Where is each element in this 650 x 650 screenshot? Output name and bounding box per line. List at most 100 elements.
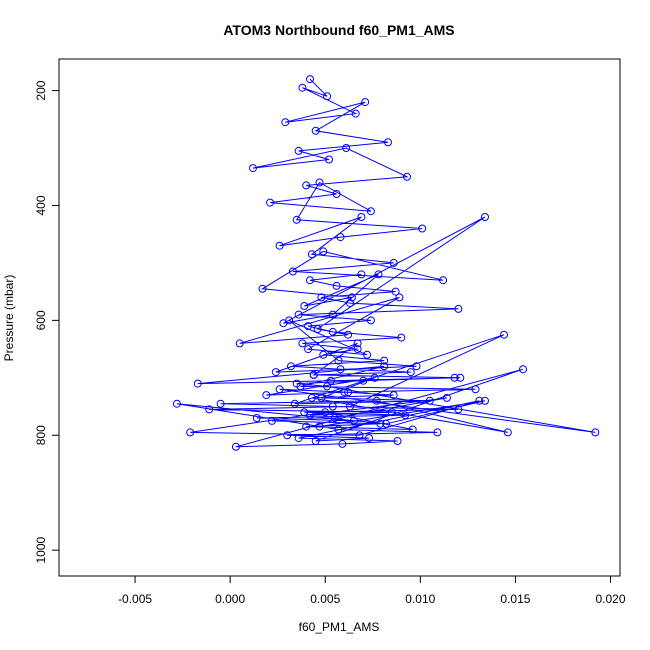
x-axis-label: f60_PM1_AMS	[299, 620, 380, 634]
data-point	[442, 393, 451, 402]
data-point	[503, 428, 512, 437]
x-tick-label: 0.015	[500, 592, 530, 606]
data-point	[353, 339, 362, 348]
data-point	[355, 431, 364, 440]
data-point	[366, 316, 375, 325]
data-point	[323, 382, 332, 391]
data-point	[311, 126, 320, 135]
y-tick-label: 400	[34, 195, 48, 215]
data-point	[346, 402, 354, 411]
data-point	[450, 373, 459, 382]
data-point	[330, 414, 339, 422]
data-point	[425, 396, 434, 405]
data-point	[288, 267, 297, 276]
data-point	[258, 284, 267, 293]
data-point	[374, 270, 383, 279]
data-point	[439, 276, 448, 285]
data-point	[454, 405, 463, 414]
data-point	[389, 258, 398, 267]
data-point	[401, 411, 410, 420]
data-point	[380, 356, 389, 365]
data-point	[380, 362, 389, 371]
data-point	[365, 434, 373, 443]
data-point	[366, 207, 375, 216]
data-point	[342, 144, 351, 152]
data-point	[275, 385, 284, 394]
data-point	[306, 75, 314, 84]
data-point	[309, 370, 318, 379]
data-point	[281, 118, 290, 127]
data-point	[315, 422, 324, 431]
y-tick-label: 600	[34, 310, 48, 330]
data-point	[313, 325, 322, 333]
data-point	[332, 281, 341, 290]
chart-title: ATOM3 Northbound f60_PM1_AMS	[223, 22, 454, 38]
y-tick-label: 1000	[34, 536, 48, 563]
data-point	[311, 437, 320, 445]
data-point	[393, 437, 402, 445]
data-point	[300, 408, 309, 417]
data-point	[317, 293, 326, 302]
data-point	[326, 376, 335, 385]
data-point	[475, 396, 484, 405]
data-point	[344, 388, 353, 397]
data-point	[353, 345, 362, 354]
data-point	[351, 109, 360, 118]
data-point	[252, 414, 261, 422]
data-point	[418, 224, 427, 233]
data-point	[328, 327, 337, 336]
data-point	[275, 241, 284, 250]
x-axis: -0.005 0.000 0.005 0.010 0.015 0.020	[118, 575, 626, 606]
data-point	[292, 379, 301, 388]
data-point	[500, 330, 508, 339]
series-line	[176, 78, 596, 448]
data-point	[266, 198, 275, 207]
data-point	[306, 276, 314, 285]
data-point	[302, 422, 311, 431]
data-point	[186, 428, 195, 437]
plot-area	[172, 75, 600, 451]
data-point	[347, 293, 356, 302]
data-point	[336, 233, 345, 242]
data-point	[216, 399, 225, 408]
data-point	[249, 164, 257, 173]
data-point	[412, 362, 421, 371]
data-point	[384, 138, 392, 147]
data-point	[359, 376, 368, 385]
data-point	[481, 396, 489, 405]
data-point	[334, 356, 343, 365]
data-point	[408, 425, 417, 434]
data-point	[391, 287, 400, 296]
y-tick-label: 200	[34, 80, 48, 100]
data-point	[519, 365, 527, 374]
data-point	[205, 405, 214, 414]
data-point	[403, 172, 411, 181]
y-axis: 200 400 600 800 1000	[34, 80, 60, 564]
x-tick-label: 0.005	[310, 592, 340, 606]
data-point	[302, 181, 311, 190]
data-point	[294, 434, 303, 443]
data-point	[397, 333, 406, 342]
data-point	[454, 304, 463, 313]
data-point	[298, 83, 307, 92]
data-point	[321, 408, 330, 417]
data-point	[346, 299, 354, 308]
data-point	[304, 322, 313, 331]
data-point	[298, 339, 307, 348]
data-point	[376, 419, 385, 428]
data-point	[328, 310, 337, 319]
x-tick-label: 0.010	[405, 592, 435, 606]
data-point	[271, 368, 280, 377]
data-point	[406, 368, 415, 377]
data-point	[325, 155, 333, 164]
data-point	[285, 316, 294, 325]
data-point	[338, 439, 347, 448]
data-point	[357, 270, 366, 279]
data-point	[287, 362, 295, 371]
data-point	[332, 190, 341, 198]
data-point	[317, 393, 326, 402]
data-point	[357, 213, 366, 221]
x-tick-label: 0.020	[595, 592, 625, 606]
data-point	[307, 393, 316, 402]
